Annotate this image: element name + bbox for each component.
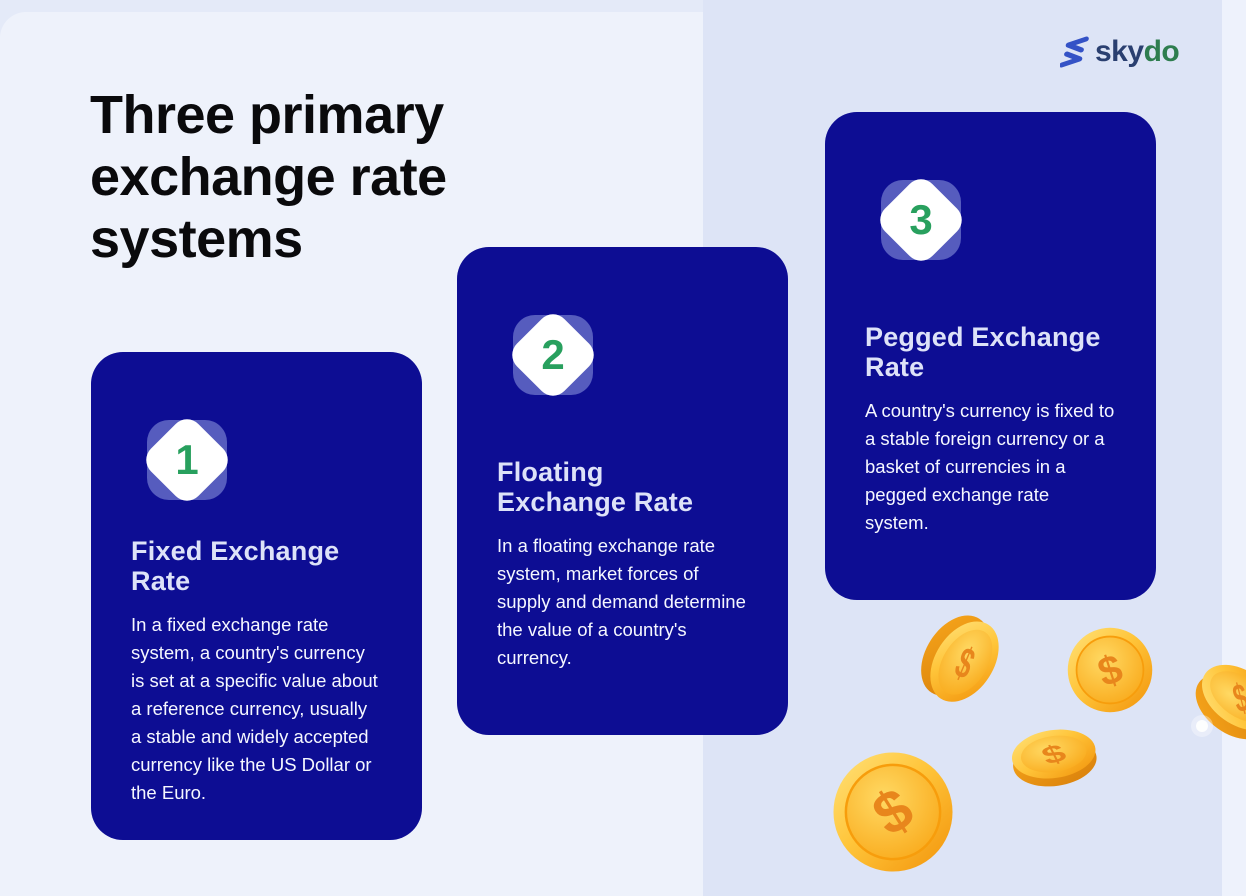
card-description: A country's currency is fixed to a stabl… bbox=[865, 400, 1115, 533]
skydo-chevron-s-icon bbox=[1060, 35, 1090, 69]
page-title: Three primary exchange rate systems bbox=[90, 84, 560, 270]
dollar-coin-icon: $ bbox=[1066, 626, 1154, 714]
card-title: Floating Exchange Rate bbox=[497, 457, 748, 517]
card-title: Fixed Exchange Rate bbox=[131, 536, 382, 596]
badge-number: 2 bbox=[541, 331, 565, 378]
card-title-line: Floating bbox=[497, 457, 604, 487]
logo-do-text: do bbox=[1143, 35, 1180, 68]
badge-number: 3 bbox=[909, 196, 933, 243]
card-title-line: Exchange Rate bbox=[497, 487, 694, 517]
card-title-line: Rate bbox=[865, 352, 925, 382]
logo-sky-text: sky bbox=[1095, 35, 1144, 68]
dollar-coin-icon: $ bbox=[1186, 650, 1246, 750]
card-description: In a fixed exchange rate system, a count… bbox=[131, 614, 378, 803]
card-floating-exchange-rate: 2 Floating Exchange Rate In a floating e… bbox=[457, 247, 788, 735]
skydo-logo: skydo bbox=[1060, 34, 1180, 70]
dollar-coin-icon: $ bbox=[912, 602, 1012, 718]
dollar-coin-icon: $ bbox=[1008, 724, 1100, 792]
page-title-line: systems bbox=[90, 209, 303, 270]
page-title-line: Three primary bbox=[90, 85, 444, 146]
right-edge-strip bbox=[1222, 0, 1246, 896]
card-title-line: Fixed Exchange bbox=[131, 536, 340, 566]
card-pegged-exchange-rate: 3 Pegged Exchange Rate A country's curre… bbox=[825, 112, 1156, 600]
dollar-coin-icon: $ bbox=[831, 750, 955, 874]
card-title-line: Pegged Exchange bbox=[865, 322, 1101, 352]
card-title-line: Rate bbox=[131, 566, 191, 596]
card-title: Pegged Exchange Rate bbox=[865, 322, 1116, 382]
card-description: In a floating exchange rate system, mark… bbox=[497, 535, 746, 668]
number-badge-1: 1 bbox=[139, 412, 235, 508]
page-title-line: exchange rate bbox=[90, 147, 447, 208]
number-badge-3: 3 bbox=[873, 172, 969, 268]
number-badge-2: 2 bbox=[505, 307, 601, 403]
skydo-logo-text: skydo bbox=[1095, 34, 1180, 70]
card-fixed-exchange-rate: 1 Fixed Exchange Rate In a fixed exchang… bbox=[91, 352, 422, 840]
badge-number: 1 bbox=[175, 436, 199, 483]
